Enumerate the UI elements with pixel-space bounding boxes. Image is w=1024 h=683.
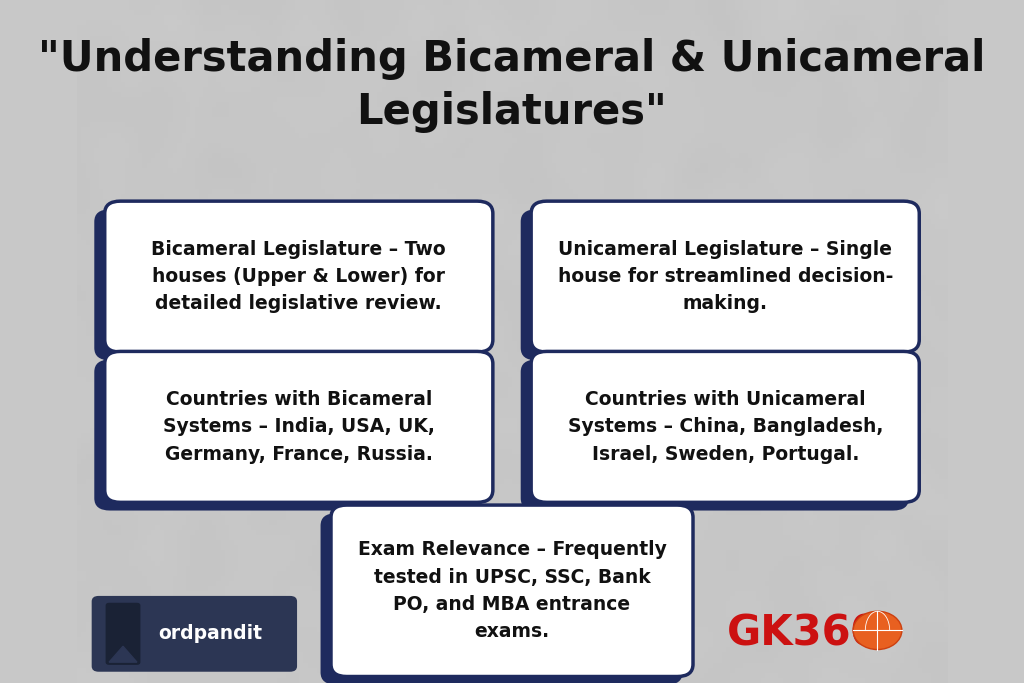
Text: ordpandit: ordpandit — [158, 624, 262, 643]
Text: "Understanding Bicameral & Unicameral
Legislatures": "Understanding Bicameral & Unicameral Le… — [38, 38, 986, 133]
FancyBboxPatch shape — [531, 352, 920, 503]
FancyBboxPatch shape — [321, 514, 683, 683]
FancyBboxPatch shape — [94, 210, 482, 361]
Text: Bicameral Legislature – Two
houses (Upper & Lower) for
detailed legislative revi: Bicameral Legislature – Two houses (Uppe… — [152, 240, 446, 313]
Polygon shape — [110, 646, 137, 663]
Text: Unicameral Legislature – Single
house for streamlined decision-
making.: Unicameral Legislature – Single house fo… — [557, 240, 893, 313]
Text: Exam Relevance – Frequently
tested in UPSC, SSC, Bank
PO, and MBA entrance
exams: Exam Relevance – Frequently tested in UP… — [357, 540, 667, 641]
FancyBboxPatch shape — [92, 596, 297, 672]
FancyBboxPatch shape — [105, 603, 140, 665]
FancyBboxPatch shape — [520, 210, 909, 361]
FancyBboxPatch shape — [104, 352, 493, 503]
Text: Countries with Unicameral
Systems – China, Bangladesh,
Israel, Sweden, Portugal.: Countries with Unicameral Systems – Chin… — [567, 390, 883, 464]
Text: Countries with Bicameral
Systems – India, USA, UK,
Germany, France, Russia.: Countries with Bicameral Systems – India… — [163, 390, 435, 464]
FancyBboxPatch shape — [531, 201, 920, 352]
FancyBboxPatch shape — [520, 359, 909, 511]
Circle shape — [853, 611, 902, 650]
FancyBboxPatch shape — [331, 505, 693, 676]
FancyBboxPatch shape — [104, 201, 493, 352]
Text: GK360: GK360 — [727, 613, 881, 655]
FancyBboxPatch shape — [94, 359, 482, 511]
